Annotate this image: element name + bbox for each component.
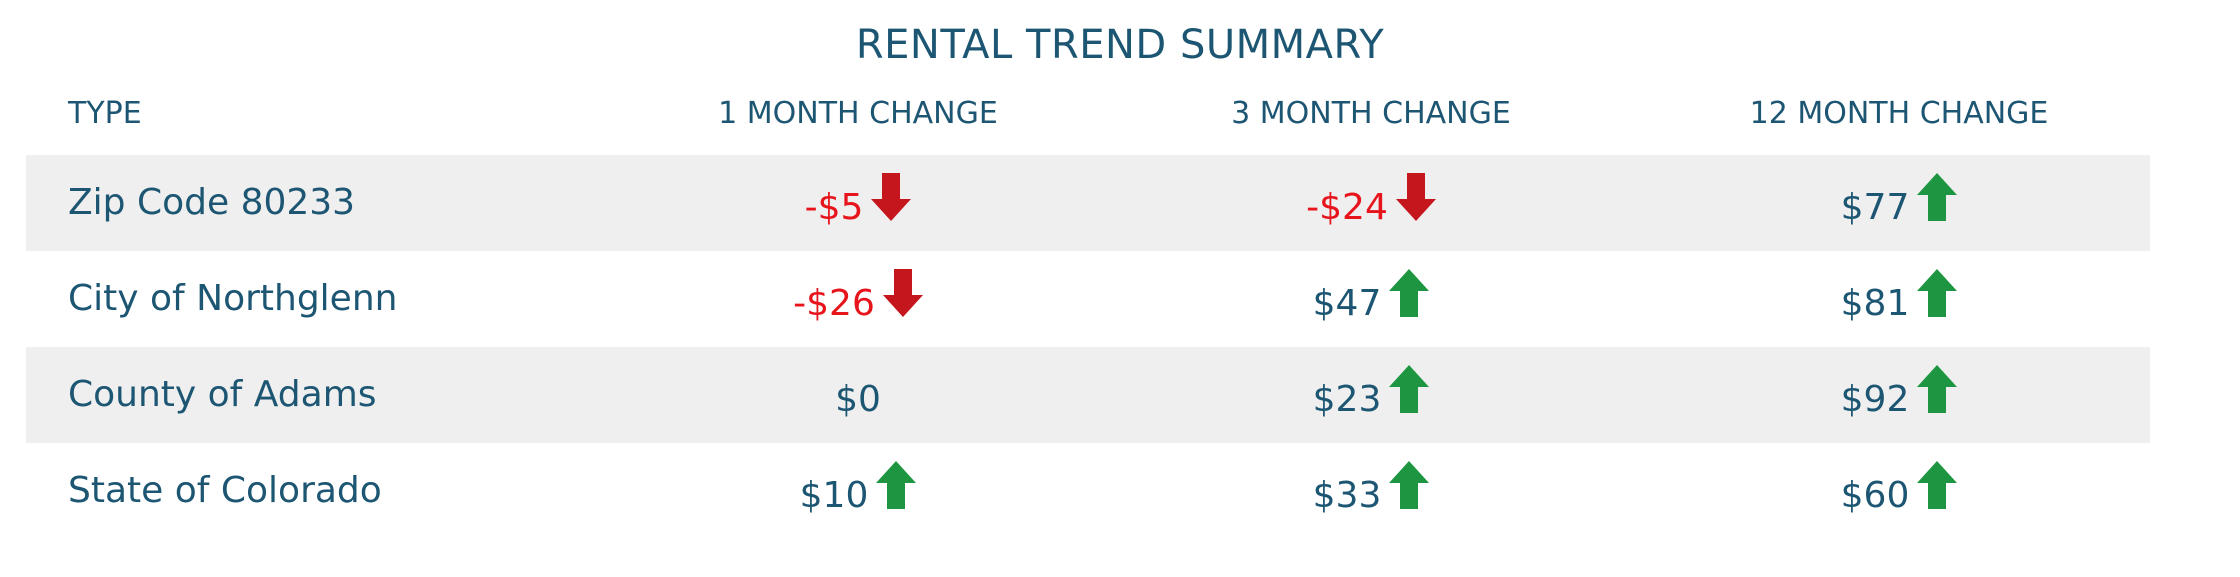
table-row: Zip Code 80233 -$5 -$24 $77 xyxy=(26,155,2150,251)
row-label: County of Adams xyxy=(68,374,377,415)
change-value: $77 xyxy=(1840,186,1910,228)
arrow-up-icon xyxy=(1917,365,1958,413)
column-header-1-month: 1 MONTH CHANGE xyxy=(718,96,998,131)
change-value: $60 xyxy=(1840,474,1910,516)
column-header-12-month: 12 MONTH CHANGE xyxy=(1749,96,2049,131)
change-value: $10 xyxy=(799,474,869,516)
row-label: City of Northglenn xyxy=(68,278,398,319)
change-cell: $77 xyxy=(1841,173,1958,233)
change-cell: $23 xyxy=(1313,365,1430,425)
change-value: -$5 xyxy=(804,186,864,228)
table-row: City of Northglenn -$26 $47 $81 xyxy=(26,251,2150,347)
table-title: RENTAL TREND SUMMARY xyxy=(855,22,1385,68)
arrow-down-icon xyxy=(882,269,923,317)
column-header-3-month: 3 MONTH CHANGE xyxy=(1231,96,1511,131)
arrow-up-icon xyxy=(1917,461,1958,509)
row-label: Zip Code 80233 xyxy=(68,182,356,223)
arrow-up-icon xyxy=(1389,365,1430,413)
arrow-up-icon xyxy=(1389,461,1430,509)
arrow-up-icon xyxy=(876,461,917,509)
change-cell: -$5 xyxy=(805,173,912,233)
arrow-down-icon xyxy=(1395,173,1436,221)
change-value: $0 xyxy=(835,378,881,420)
arrow-up-icon xyxy=(1917,269,1958,317)
change-value: -$26 xyxy=(793,282,875,324)
arrow-down-icon xyxy=(871,173,912,221)
table-row: State of Colorado $10 $33 $60 xyxy=(26,443,2150,539)
change-cell: $60 xyxy=(1841,461,1958,521)
change-cell: $33 xyxy=(1313,461,1430,521)
arrow-up-icon xyxy=(1917,173,1958,221)
change-value: $33 xyxy=(1312,474,1382,516)
change-cell: -$26 xyxy=(793,269,923,329)
change-cell: $47 xyxy=(1313,269,1430,329)
column-header-type: TYPE xyxy=(68,96,142,131)
change-cell: -$24 xyxy=(1306,173,1436,233)
change-value: $23 xyxy=(1312,378,1382,420)
change-value: $47 xyxy=(1312,282,1382,324)
change-value: -$24 xyxy=(1306,186,1388,228)
change-cell: $92 xyxy=(1841,365,1958,425)
change-value: $92 xyxy=(1840,378,1910,420)
row-label: State of Colorado xyxy=(68,470,382,511)
change-cell: $81 xyxy=(1841,269,1958,329)
table-header: TYPE 1 MONTH CHANGE 3 MONTH CHANGE 12 MO… xyxy=(26,96,2150,136)
change-value: $81 xyxy=(1840,282,1910,324)
change-cell: $0 xyxy=(835,365,881,425)
table-row: County of Adams $0 $23 $92 xyxy=(26,347,2150,443)
arrow-up-icon xyxy=(1389,269,1430,317)
change-cell: $10 xyxy=(800,461,917,521)
